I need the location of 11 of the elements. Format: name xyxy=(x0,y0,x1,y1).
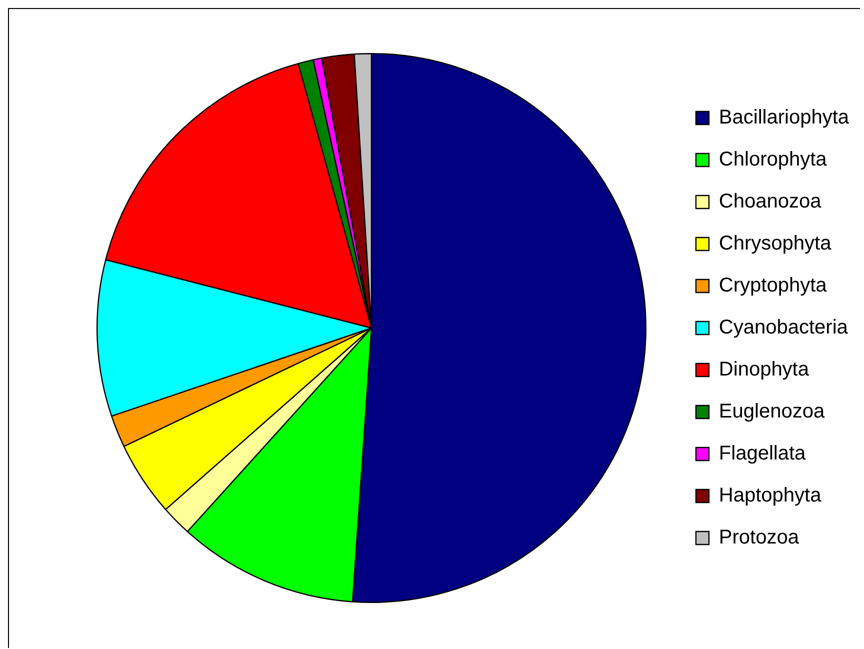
legend-label: Choanozoa xyxy=(718,190,822,213)
legend-label: Chrysophyta xyxy=(718,232,832,255)
legend-label: Bacillariophyta xyxy=(718,106,850,129)
legend-label: Cryptophyta xyxy=(718,274,828,297)
legend-label: Euglenozoa xyxy=(718,400,826,423)
legend-label: Dinophyta xyxy=(718,358,810,381)
legend-label: Cyanobacteria xyxy=(718,316,849,339)
legend-label: Protozoa xyxy=(718,526,800,549)
legend-label: Flagellata xyxy=(718,442,807,465)
legend-label: Haptophyta xyxy=(718,484,822,507)
legend-label: Chlorophyta xyxy=(718,148,828,171)
